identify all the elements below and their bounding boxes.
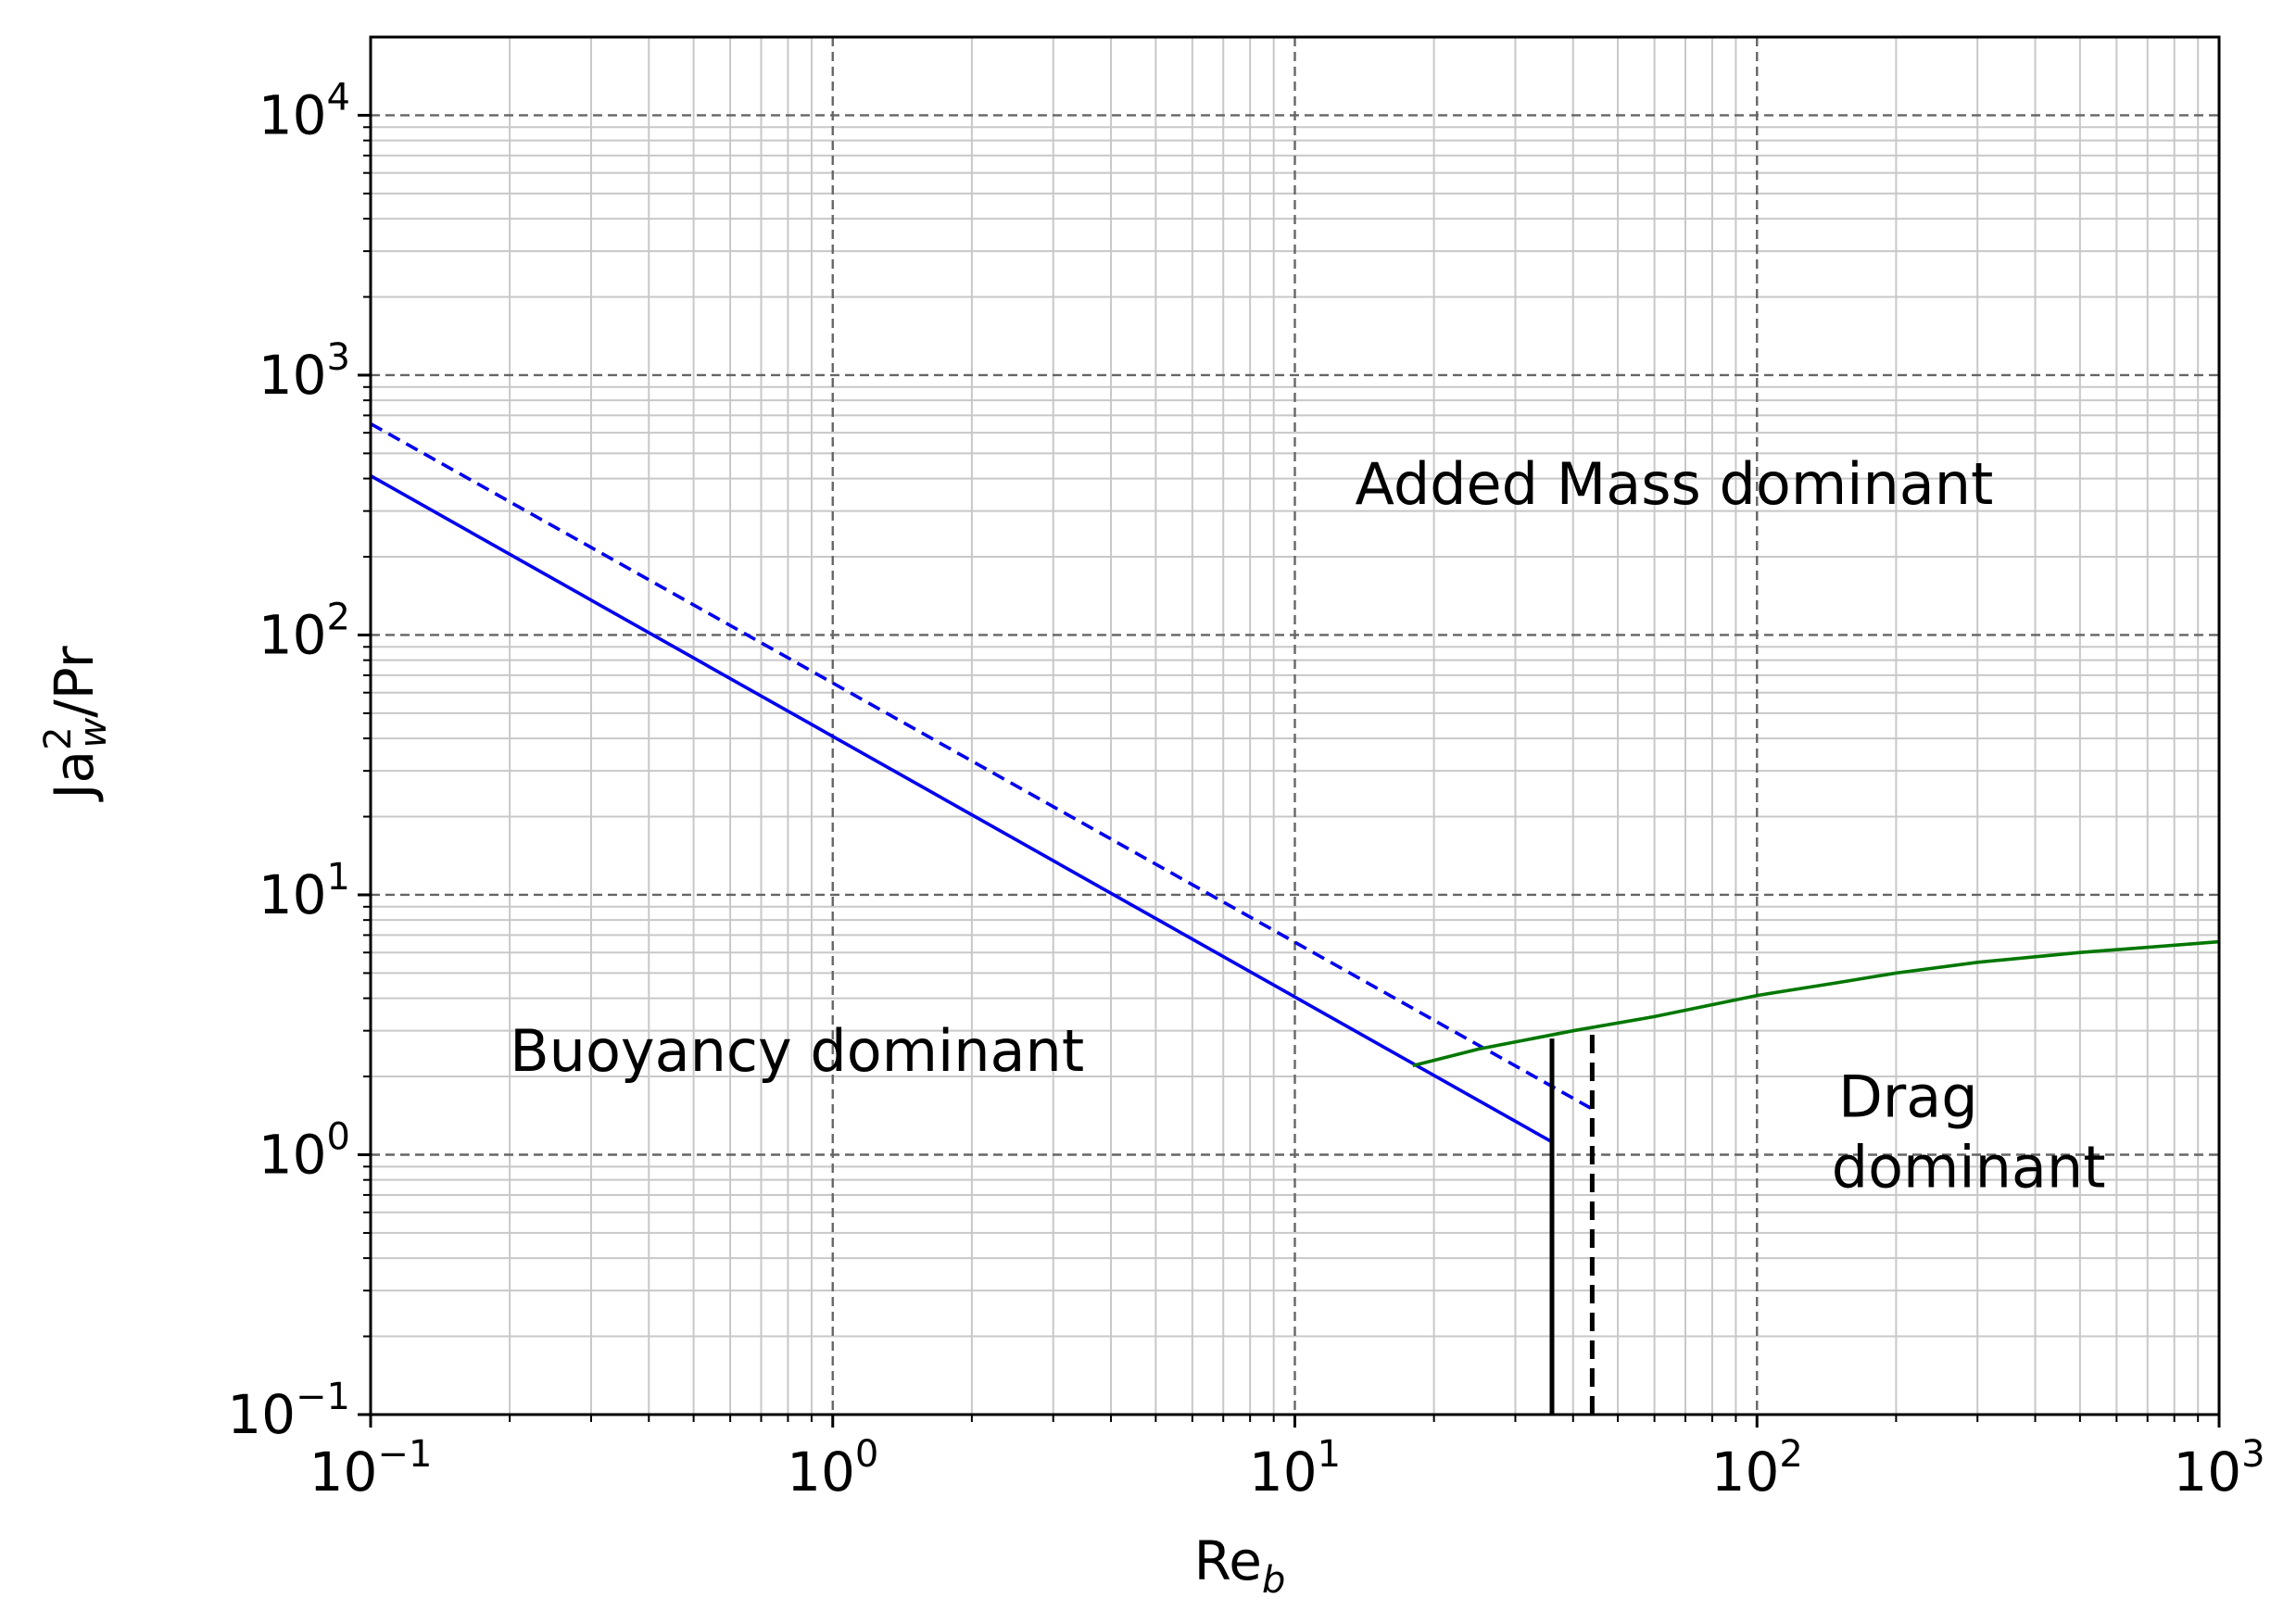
y-tick-label: 104 [259, 76, 350, 146]
annotation-1: Added Mass dominant [1356, 450, 1994, 518]
annotations: Added Mass dominant Buoyancy dominant Drag… [510, 450, 2105, 1202]
y-axis-label-sup: 2 [37, 726, 80, 749]
x-tick-label: 101 [1249, 1433, 1341, 1503]
x-tick-label: 10−1 [309, 1433, 433, 1503]
annotation-2: Buoyancy dominant [510, 1017, 1084, 1085]
series-line-1 [370, 474, 1553, 1144]
y-axis-label-main: Ja [43, 750, 106, 802]
y-tick-label: 10−1 [227, 1376, 350, 1446]
y-axis-label: Ja2w/Pr [37, 646, 115, 801]
x-axis-label: Reb [1194, 1529, 1286, 1602]
y-tick-label: 100 [259, 1115, 350, 1186]
y-axis-label-rest: /Pr [43, 646, 106, 717]
y-tick-label: 101 [259, 856, 350, 926]
y-axis-label-sub: w [72, 717, 115, 748]
x-tick-labels: 10−1 100 101 102 103 [309, 1433, 2265, 1503]
x-tick-label: 100 [787, 1433, 878, 1503]
x-tick-label: 102 [1711, 1433, 1803, 1503]
y-tick-label: 102 [259, 596, 350, 666]
annotation-4: dominant [1832, 1134, 2106, 1202]
axis-ticks [358, 113, 2221, 1428]
annotation-3: Drag [1838, 1063, 1978, 1130]
series-layer [370, 421, 2220, 1415]
x-tick-label: 103 [2173, 1433, 2264, 1503]
y-tick-label: 103 [259, 336, 350, 407]
y-tick-labels: 10−1 100 101 102 103 104 [227, 76, 350, 1446]
series-line-3 [1412, 939, 2220, 1068]
x-axis-label-main: Re [1194, 1529, 1262, 1592]
series-line-2 [370, 421, 1594, 1111]
x-axis-label-sub: b [1262, 1559, 1285, 1602]
